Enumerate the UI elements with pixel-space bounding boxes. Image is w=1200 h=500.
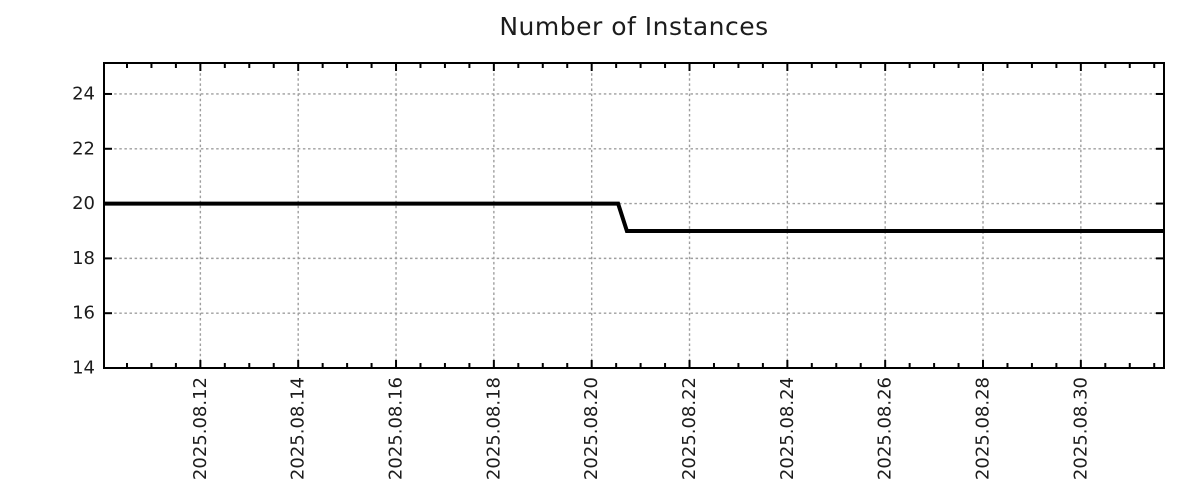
y-tick-label: 22 [72,138,95,159]
y-tick-label: 16 [72,303,95,324]
x-tick-label: 2025.08.30 [1070,377,1091,480]
x-tick-label: 2025.08.22 [679,377,700,480]
x-tick-label: 2025.08.16 [386,377,407,480]
x-tick-label: 2025.08.18 [483,377,504,480]
y-tick-label: 14 [72,358,95,379]
x-tick-label: 2025.08.14 [288,377,309,480]
x-tick-label: 2025.08.20 [581,377,602,480]
y-tick-label: 18 [72,248,95,269]
y-tick-label: 24 [72,83,95,104]
x-tick-label: 2025.08.24 [777,377,798,480]
x-tick-label: 2025.08.28 [973,377,994,480]
chart-title: Number of Instances [499,12,769,41]
series-line-number-of-instances [104,201,1164,233]
x-tick-label: 2025.08.26 [875,377,896,480]
y-tick-label: 20 [72,193,95,214]
x-tick-label: 2025.08.12 [190,377,211,480]
plot-border [103,62,1165,369]
